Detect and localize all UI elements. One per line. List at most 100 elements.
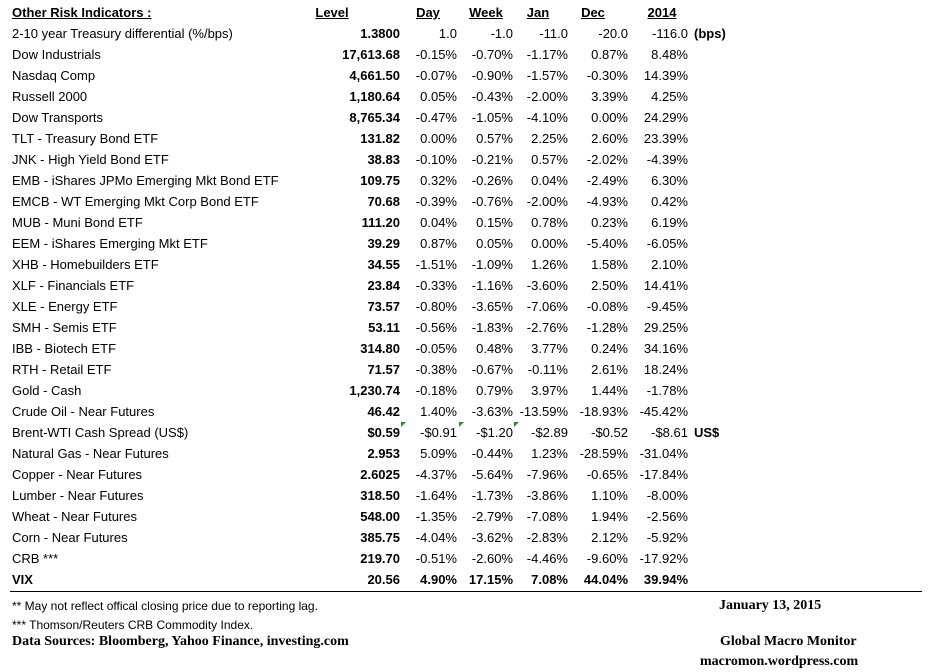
cell: -0.18% [415,383,457,398]
cell: 0.79% [476,383,513,398]
cell: 29.25% [643,320,688,335]
cell: 2.953 [367,446,400,461]
column-header: Week [469,5,503,20]
row-label: VIX [12,572,33,587]
cell: 318.50 [360,488,400,503]
column-header: Level [315,5,349,20]
cell: 24.29% [643,110,688,125]
cell: -45.42% [639,404,688,419]
cell: -7.06% [526,299,568,314]
cell: 3.39% [591,89,628,104]
cell: -4.46% [526,551,568,566]
cell: 6.30% [651,173,688,188]
cell: -3.60% [526,278,568,293]
cell: $0.59 [367,425,400,440]
cell: 0.42% [651,194,688,209]
cell: 1.94% [591,509,628,524]
brand: Global Macro Monitor [720,634,857,649]
cell: -11.0 [539,26,568,41]
cell: -1.64% [415,488,457,503]
cell: 0.04% [531,173,568,188]
row-label: SMH - Semis ETF [12,320,117,335]
table-title: Other Risk Indicators : [12,5,152,20]
cell: 6.19% [651,215,688,230]
row-label: Nasdaq Comp [12,68,96,83]
cell: -2.49% [586,173,628,188]
row-label: Dow Transports [12,110,104,125]
cell: 0.00% [591,110,628,125]
cell: 0.15% [476,215,513,230]
row-label: Dow Industrials [12,47,101,62]
site: macromon.wordpress.com [700,654,859,669]
cell: -8.00% [646,488,688,503]
cell: 18.24% [643,362,688,377]
cell: -0.67% [471,362,513,377]
cell: -1.16% [471,278,513,293]
cell: -5.40% [586,236,628,251]
cell: 44.04% [583,572,628,587]
cell: -28.59% [579,446,628,461]
cell: 1.58% [591,257,628,272]
cell: -0.07% [415,68,457,83]
cell: -1.09% [471,257,513,272]
cell: -$0.52 [591,425,628,440]
cell: -4.93% [586,194,628,209]
cell: 0.05% [420,89,457,104]
cell: -2.02% [586,152,628,167]
cell: 39.94% [643,572,688,587]
cell: 2.10% [651,257,688,272]
cell: -0.56% [415,320,457,335]
cell: -2.56% [646,509,688,524]
row-label: Brent-WTI Cash Spread (US$) [12,425,189,440]
cell: -4.37% [415,467,457,482]
cell: 46.42 [367,404,400,419]
cell: 0.24% [591,341,628,356]
cell: -18.93% [579,404,628,419]
cell: -0.39% [415,194,457,209]
cell: -0.26% [471,173,513,188]
cell: 39.29 [367,236,400,251]
row-label: CRB *** [12,551,59,566]
cell: 2.60% [591,131,628,146]
cell: -$2.89 [531,425,568,440]
cell: 23.84 [367,278,400,293]
row-label: Wheat - Near Futures [12,509,137,524]
cell: -0.51% [415,551,457,566]
cell: -1.35% [415,509,457,524]
cell: -7.96% [526,467,568,482]
cell: -6.05% [646,236,688,251]
row-label: 2-10 year Treasury differential (%/bps) [12,26,233,41]
cell: -116.0 [652,26,688,41]
cell: -0.30% [586,68,628,83]
cell: 20.56 [367,572,400,587]
cell: 2.61% [591,362,628,377]
row-label: XHB - Homebuilders ETF [12,257,159,272]
cell: 1,180.64 [349,89,400,104]
cell: -0.10% [415,152,457,167]
cell: -0.43% [471,89,513,104]
cell: -4.39% [646,152,688,167]
cell: -3.65% [471,299,513,314]
cell: -3.62% [471,530,513,545]
cell: -4.10% [526,110,568,125]
cell: 34.16% [643,341,688,356]
cell: 0.78% [531,215,568,230]
cell: 71.57 [367,362,400,377]
row-label: Natural Gas - Near Futures [12,446,169,461]
cell: 0.57% [476,131,513,146]
cell: 7.08% [531,572,568,587]
row-label: Corn - Near Futures [12,530,128,545]
cell: 70.68 [367,194,400,209]
cell: 1.10% [591,488,628,503]
cell: -0.70% [471,47,513,62]
cell: -1.28% [586,320,628,335]
cell: 548.00 [360,509,400,524]
cell: 14.39% [643,68,688,83]
cell: 1.3800 [360,26,400,41]
cell: -31.04% [639,446,688,461]
cell: 0.87% [591,47,628,62]
cell-flag [459,422,464,427]
cell: -0.21% [471,152,513,167]
date: January 13, 2015 [719,598,822,613]
